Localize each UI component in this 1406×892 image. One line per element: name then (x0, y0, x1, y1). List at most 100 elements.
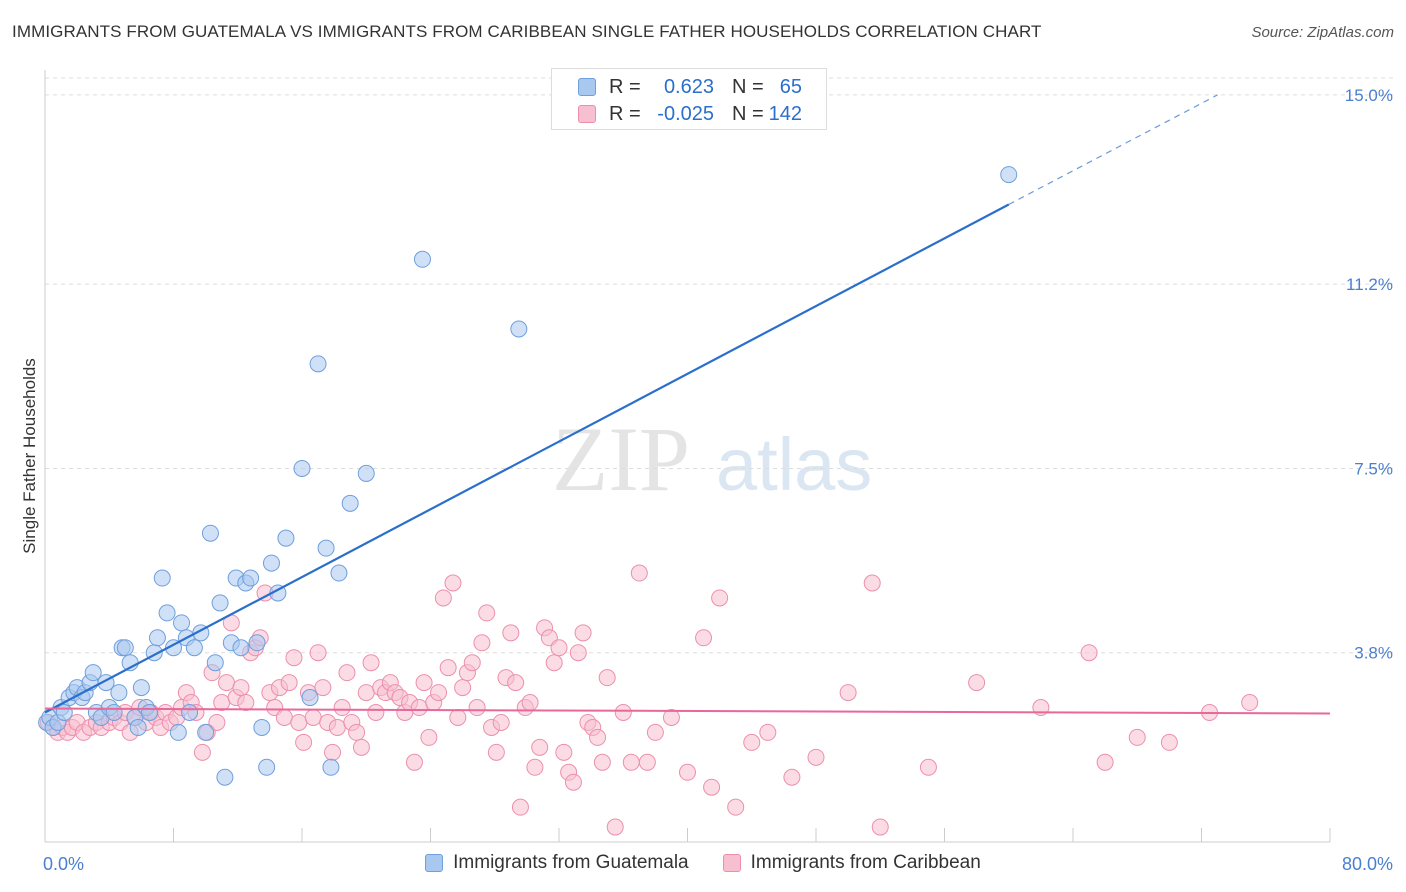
caribbean-point (555, 743, 573, 761)
guatemala-point (84, 664, 102, 682)
series-legend: Immigrants from Guatemala Immigrants fro… (0, 852, 1406, 874)
caribbean-point (807, 748, 825, 766)
caribbean-point (1160, 733, 1178, 751)
guatemala-point (140, 704, 158, 722)
tick-labels: 3.8% 7.5% 11.2% 15.0% 0.0% 80.0% Single Father… (20, 86, 1393, 874)
caribbean-point (646, 723, 664, 741)
caribbean-point (614, 704, 632, 722)
caribbean-point (679, 763, 696, 781)
caribbean-point (727, 798, 745, 816)
guatemala-point (341, 494, 359, 512)
legend-n-label: N = (732, 76, 764, 98)
guatemala-point (330, 564, 348, 582)
caribbean-point (492, 713, 510, 731)
caribbean-point (711, 589, 729, 607)
guatemala-point (262, 554, 280, 572)
caribbean-point (324, 743, 342, 761)
legend-n-value: 65 (779, 76, 802, 98)
guatemala-point (197, 723, 215, 741)
guatemala-point (185, 639, 203, 657)
y-tick-label: 7.5% (1354, 459, 1393, 478)
guatemala-point (148, 629, 166, 647)
legend-row-caribbean: R = -0.025 N = 142 (552, 101, 826, 129)
correlation-legend: R = 0.623 N = 65 R = -0.025 N = 142 (551, 68, 827, 130)
guatemala-point (242, 569, 260, 587)
caribbean-point (502, 624, 520, 642)
caribbean-point (415, 674, 433, 692)
caribbean-point (598, 669, 616, 687)
guatemala-point (413, 250, 431, 268)
trend-lines (44, 94, 1331, 715)
caribbean-point (410, 699, 428, 717)
grid (45, 77, 1395, 654)
y-tick-label: 15.0% (1345, 86, 1393, 105)
legend-item-guatemala[interactable]: Immigrants from Guatemala (425, 852, 689, 874)
y-tick-label: 11.2% (1346, 275, 1393, 294)
caribbean-point (703, 778, 721, 796)
guatemala-point (201, 524, 219, 542)
chart-title: IMMIGRANTS FROM GUATEMALA VS IMMIGRANTS … (12, 22, 1042, 41)
x-tick-label-min: 0.0% (43, 854, 84, 874)
guatemala-point (232, 639, 250, 657)
caribbean-point (338, 664, 356, 682)
source-label: Source: ZipAtlas.com (1251, 24, 1394, 41)
caribbean-point (630, 564, 648, 582)
caribbean-point (208, 713, 226, 731)
guatemala-point (110, 684, 128, 702)
caribbean-point (487, 743, 505, 761)
caribbean-point (545, 654, 563, 672)
caribbean-point (478, 604, 496, 622)
guatemala-point (169, 723, 187, 741)
caribbean-point (507, 674, 525, 692)
legend-r-value: 0.623 (663, 76, 714, 98)
caribbean-point (511, 798, 529, 816)
caribbean-point (871, 818, 889, 836)
guatemala-point (322, 758, 340, 776)
legend-label-guatemala: Immigrants from Guatemala (453, 852, 689, 873)
caribbean-point (352, 738, 370, 756)
guatemala-point (158, 604, 176, 622)
caribbean-point (662, 708, 680, 726)
caribbean-point (444, 574, 462, 592)
caribbean-point (333, 699, 351, 717)
guatemala-point (211, 594, 229, 612)
caribbean-point (280, 674, 298, 692)
legend-r-label: R = (609, 76, 641, 98)
caribbean-point (919, 758, 937, 776)
y-tick-label: 3.8% (1354, 644, 1393, 663)
x-tick-label-max: 80.0% (1342, 854, 1393, 874)
caribbean-point (434, 589, 452, 607)
guatemala-point (55, 704, 73, 722)
caribbean-point (839, 684, 857, 702)
caribbean-point (743, 733, 761, 751)
legend-item-caribbean[interactable]: Immigrants from Caribbean (722, 852, 981, 874)
caribbean-point (463, 654, 481, 672)
caribbean-point (593, 753, 611, 771)
guatemala-swatch (425, 854, 444, 872)
guatemala-point (129, 718, 147, 736)
guatemala-point (253, 718, 271, 736)
caribbean-point (564, 773, 582, 791)
legend-swatch-caribbean (578, 105, 596, 123)
caribbean-point (295, 733, 313, 751)
guatemala-point (317, 539, 335, 557)
guatemala-point (132, 679, 150, 697)
caribbean-point (1080, 644, 1098, 662)
y-axis-title: Single Father Households (20, 358, 39, 554)
guatemala-point (105, 704, 123, 722)
guatemala-point (116, 639, 134, 657)
guatemala-point (216, 768, 234, 786)
caribbean-trend-line (44, 707, 1331, 715)
caribbean-point (531, 738, 549, 756)
caribbean-point (357, 684, 375, 702)
guatemala-point (206, 654, 224, 672)
guatemala-points (38, 166, 1018, 786)
caribbean-point (290, 713, 308, 731)
axes (44, 70, 1331, 843)
caribbean-point (193, 743, 211, 761)
caribbean-point (526, 758, 544, 776)
caribbean-point (589, 728, 607, 746)
caribbean-point (783, 768, 801, 786)
caribbean-point (569, 644, 587, 662)
